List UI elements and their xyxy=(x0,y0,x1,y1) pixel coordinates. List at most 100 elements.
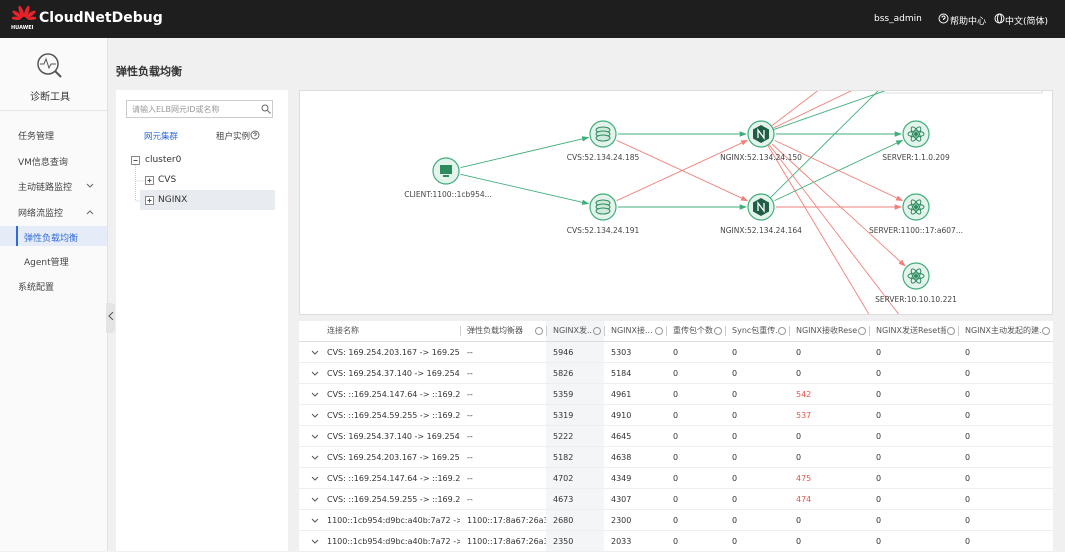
collapse-handle[interactable] xyxy=(106,303,115,333)
chevron-path xyxy=(311,350,319,355)
chevron xyxy=(86,183,94,188)
sort-icon[interactable] xyxy=(947,327,955,335)
menu-item[interactable]: VM信息查询 xyxy=(18,158,68,168)
sort-icon[interactable] xyxy=(535,327,543,335)
table-cell: -- xyxy=(467,495,473,504)
cvs-icon xyxy=(595,134,611,142)
row-line xyxy=(299,362,1053,363)
column-header[interactable]: 重传包个数 xyxy=(673,326,713,335)
table-cell: CVS: 169.254.37.140 -> 169.254.72.1... xyxy=(327,432,460,441)
column-header[interactable]: NGINX接收Rese... xyxy=(796,326,857,335)
node-label: SERVER:1100::17:a607... xyxy=(869,226,963,235)
row-line xyxy=(299,383,1053,384)
table-cell: CVS: 169.254.203.167 -> 169.254.72.... xyxy=(327,453,460,462)
hidden-node-box xyxy=(881,84,1043,94)
chevron-path xyxy=(311,539,319,544)
expand-chevron[interactable] xyxy=(311,476,319,482)
expand-chevron[interactable] xyxy=(311,497,319,503)
sort-icon[interactable] xyxy=(778,327,786,335)
table-cell: -- xyxy=(467,411,473,420)
node-label: NGINX:52.134.24.164 xyxy=(720,226,802,235)
menu-item[interactable]: Agent管理 xyxy=(24,258,69,268)
edge xyxy=(760,88,881,208)
tree-node[interactable]: CVS xyxy=(158,175,177,185)
table-cell: 0 xyxy=(732,369,738,378)
table-cell: 0 xyxy=(876,369,882,378)
column-header[interactable]: Sync包重传... xyxy=(732,326,777,335)
expand-chevron[interactable] xyxy=(311,518,319,524)
expand-chevron[interactable] xyxy=(311,434,319,440)
search-box[interactable]: 请输入ELB网元ID或名称 xyxy=(126,100,273,118)
expand-chevron[interactable] xyxy=(311,392,319,398)
user-menu[interactable]: bss_admin xyxy=(874,14,922,24)
table-cell: 0 xyxy=(796,516,802,525)
help-link[interactable]: 帮助中心 xyxy=(950,17,987,27)
tab[interactable]: 租户实例 xyxy=(216,132,251,142)
expand-chevron[interactable] xyxy=(311,455,319,461)
tab-active[interactable]: 网元集群 xyxy=(144,132,179,142)
table-cell: 0 xyxy=(732,453,738,462)
table-cell: 0 xyxy=(732,474,738,483)
sort-icon[interactable] xyxy=(858,327,866,335)
column-header[interactable]: NGINX发... xyxy=(553,326,592,335)
client-icon xyxy=(440,165,452,174)
menu-item[interactable]: 网络流监控 xyxy=(18,209,64,219)
table-cell: 0 xyxy=(876,432,882,441)
sort-icon[interactable] xyxy=(593,327,601,335)
menu-item[interactable]: 任务管理 xyxy=(18,132,55,142)
tree-root[interactable]: cluster0 xyxy=(145,155,182,165)
edge xyxy=(460,173,590,205)
node-label: CVS:52.134.24.185 xyxy=(567,153,640,162)
expand-icon xyxy=(145,196,154,205)
column-header[interactable]: 弹性负载均衡器 xyxy=(467,326,523,335)
language-switch[interactable]: 中文(简体) xyxy=(1005,17,1049,27)
table-cell: 5182 xyxy=(553,453,574,462)
table-cell: 0 xyxy=(965,537,971,546)
logo xyxy=(12,5,36,20)
server-orbit xyxy=(910,199,922,215)
table-cell: 0 xyxy=(673,537,679,546)
table-cell: 0 xyxy=(796,453,802,462)
sort-icon[interactable] xyxy=(1042,327,1050,335)
table-cell: 0 xyxy=(796,369,802,378)
column-separator xyxy=(869,326,870,336)
table-cell: CVS: ::169.254.59.255 -> ::169.254.27... xyxy=(327,411,460,420)
menu-item[interactable]: 系统配置 xyxy=(18,283,55,293)
table-cell: 537 xyxy=(796,411,812,420)
table-cell: 4349 xyxy=(611,474,632,483)
table-cell: 0 xyxy=(673,453,679,462)
sort-icon[interactable] xyxy=(655,327,663,335)
column-header[interactable]: NGINX发送Reset报... xyxy=(876,326,946,335)
column-separator xyxy=(789,326,790,336)
column-header[interactable]: 连接名称 xyxy=(327,326,359,335)
table-cell: 0 xyxy=(965,474,971,483)
chevron-path xyxy=(311,371,319,376)
menu-item[interactable]: 主动链路监控 xyxy=(18,183,73,193)
chevron-path xyxy=(311,392,319,397)
table-cell: 0 xyxy=(673,432,679,441)
server-orbit xyxy=(910,268,922,284)
server-orbit xyxy=(910,126,922,142)
chevron-path xyxy=(311,497,319,502)
expand-chevron[interactable] xyxy=(311,413,319,419)
table-cell: 542 xyxy=(796,390,812,399)
column-header[interactable]: NGINX主动发起的建... xyxy=(965,326,1041,335)
table-cell: CVS: ::169.254.147.64 -> ::169.254.20... xyxy=(327,474,460,483)
server-orbit xyxy=(910,126,922,142)
table-cell: -- xyxy=(467,390,473,399)
menu-item[interactable]: 弹性负载均衡 xyxy=(24,234,79,244)
expand-chevron[interactable] xyxy=(311,539,319,545)
tree-node[interactable]: NGINX xyxy=(158,195,188,205)
table-cell: 4638 xyxy=(611,453,632,462)
table-cell: 1100::1cb954:d9bc:a40b:7a72 -> ::1... xyxy=(327,537,460,546)
sort-icon[interactable] xyxy=(714,327,722,335)
divider xyxy=(0,110,107,111)
table-cell: 0 xyxy=(732,537,738,546)
table-cell: 5222 xyxy=(553,432,574,441)
chevron-path xyxy=(311,455,319,460)
expand-chevron[interactable] xyxy=(311,371,319,377)
edge xyxy=(616,139,749,202)
expand-chevron[interactable] xyxy=(311,350,319,356)
column-header[interactable]: NGINX接... xyxy=(611,326,653,335)
edge xyxy=(771,143,906,267)
